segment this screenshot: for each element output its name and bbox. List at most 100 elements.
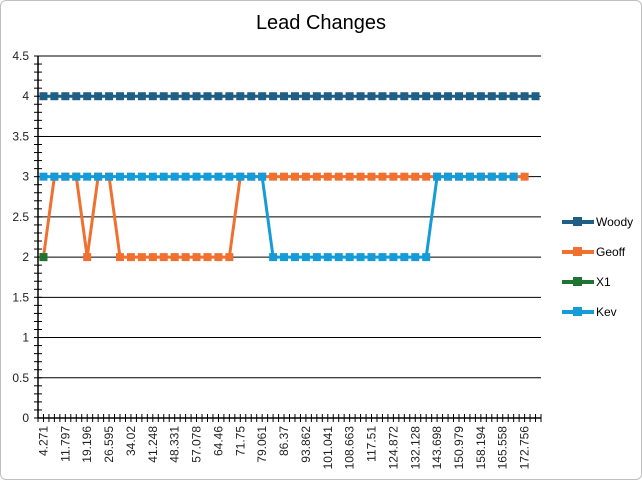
data-point <box>126 92 135 101</box>
x-tick-label: 124.872 <box>386 426 400 470</box>
data-point <box>214 253 223 262</box>
data-point <box>105 92 114 101</box>
x-tick-label: 86.37 <box>277 426 291 456</box>
data-point <box>50 172 59 181</box>
legend-entry: Woody <box>562 215 633 229</box>
data-point <box>356 172 365 181</box>
x-tick-label: 108.663 <box>343 426 357 470</box>
data-point <box>487 92 496 101</box>
data-point <box>269 172 278 181</box>
legend-entry: Kev <box>562 305 617 319</box>
x-tick-label: 132.128 <box>408 426 422 470</box>
data-point <box>520 172 529 181</box>
data-point <box>334 253 343 262</box>
data-point <box>367 92 376 101</box>
y-tick-label: 1 <box>22 331 29 345</box>
data-point <box>170 92 179 101</box>
x-tick-label: 165.558 <box>496 426 510 470</box>
x-tick-label: 71.75 <box>233 426 247 456</box>
data-point <box>181 92 190 101</box>
data-point <box>236 172 245 181</box>
data-point <box>148 92 157 101</box>
data-point <box>444 92 453 101</box>
chart-title: Lead Changes <box>255 12 387 34</box>
data-point <box>159 172 168 181</box>
data-point <box>72 92 81 101</box>
data-point <box>214 172 223 181</box>
y-tick-label: 0.5 <box>12 371 29 385</box>
data-point <box>520 92 529 101</box>
data-point <box>72 172 81 181</box>
data-point <box>389 253 398 262</box>
data-point <box>498 92 507 101</box>
data-point <box>247 172 256 181</box>
legend-swatch <box>562 277 594 286</box>
x-tick-label: 158.194 <box>474 426 488 470</box>
data-point <box>301 253 310 262</box>
data-point <box>378 253 387 262</box>
data-point <box>94 172 103 181</box>
data-point <box>465 172 474 181</box>
x-tick-label: 93.862 <box>299 426 313 463</box>
legend-swatch <box>562 247 594 256</box>
legend-label: X1 <box>596 275 611 289</box>
x-tick-label: 41.248 <box>146 426 160 463</box>
legend-label: Woody <box>596 215 634 229</box>
data-point <box>444 172 453 181</box>
y-tick-label: 2 <box>22 250 29 264</box>
data-point <box>170 253 179 262</box>
data-point <box>312 253 321 262</box>
data-point <box>258 172 267 181</box>
data-point <box>137 172 146 181</box>
x-tick-label: 101.041 <box>321 426 335 470</box>
data-point <box>61 92 70 101</box>
data-point <box>94 92 103 101</box>
x-tick-label: 79.061 <box>255 426 269 463</box>
data-point <box>116 172 125 181</box>
data-point <box>367 172 376 181</box>
data-point <box>126 253 135 262</box>
x-tick-label: 150.979 <box>452 426 466 470</box>
y-tick-label: 2.5 <box>12 210 29 224</box>
data-point <box>411 92 420 101</box>
data-point <box>433 92 442 101</box>
data-point <box>356 253 365 262</box>
x-tick-label: 11.797 <box>58 426 72 462</box>
y-tick-label: 0 <box>22 411 29 425</box>
y-tick-label: 3 <box>22 170 29 184</box>
data-point <box>170 172 179 181</box>
data-point <box>323 253 332 262</box>
data-point <box>509 92 518 101</box>
data-point <box>269 253 278 262</box>
data-point <box>83 92 92 101</box>
data-point <box>400 92 409 101</box>
x-tick-label: 143.698 <box>430 426 444 470</box>
data-point <box>39 92 48 101</box>
data-point <box>301 172 310 181</box>
data-point <box>389 92 398 101</box>
data-point <box>378 92 387 101</box>
data-point <box>269 92 278 101</box>
data-point <box>422 253 431 262</box>
data-point <box>487 172 496 181</box>
data-point <box>50 92 59 101</box>
data-point <box>148 253 157 262</box>
data-point <box>192 92 201 101</box>
data-point <box>192 172 201 181</box>
x-tick-label: 4.271 <box>36 426 50 456</box>
legend-entry: Geoff <box>562 245 625 259</box>
x-tick-label: 64.46 <box>211 426 225 456</box>
data-point <box>225 253 234 262</box>
data-point <box>116 92 125 101</box>
data-point <box>137 253 146 262</box>
data-point <box>476 172 485 181</box>
data-point <box>61 172 70 181</box>
y-tick-label: 4 <box>22 89 29 103</box>
data-point <box>422 172 431 181</box>
y-tick-label: 4.5 <box>12 49 29 63</box>
data-point <box>83 172 92 181</box>
data-point <box>225 92 234 101</box>
data-point <box>192 253 201 262</box>
legend-swatch <box>562 307 594 316</box>
